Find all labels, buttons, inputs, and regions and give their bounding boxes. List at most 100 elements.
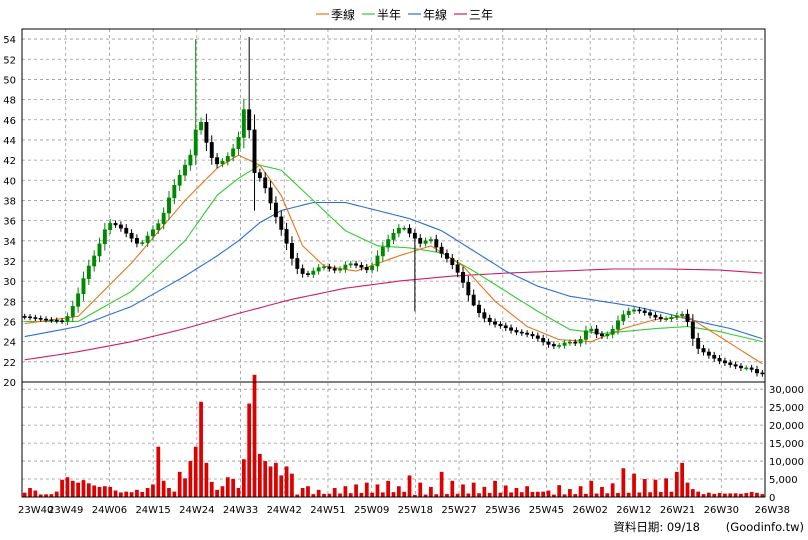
candle-body [733,364,738,367]
volume-tick-label: 20,000 [769,421,804,432]
price-tick-label: 28 [3,297,16,308]
candle-body [680,313,685,316]
price-tick-label: 24 [3,338,16,349]
candle-body [439,246,444,254]
candle-body [530,334,535,337]
candle-body [605,334,610,337]
candle-body [231,148,236,157]
volume-bar [477,493,481,497]
candle-body [637,309,642,312]
candle-body [498,323,503,327]
price-tick-label: 22 [3,358,16,369]
price-tick-label: 30 [3,277,16,288]
price-tick-label: 26 [3,317,16,328]
volume-bar [113,490,118,497]
candle-body [412,232,417,239]
source-credit: (Goodinfo.tw) [726,520,804,534]
price-tick-label: 38 [3,196,16,207]
volume-tick-label: 10,000 [769,457,804,468]
volume-bar [578,486,583,497]
candle-body [268,187,273,204]
volume-bar [375,484,380,497]
volume-tick-label: 25,000 [769,403,804,414]
candle-body [461,272,465,283]
candle-body [423,240,428,244]
volume-bar [231,479,236,497]
price-tick-label: 50 [3,75,16,86]
volume-bar [402,491,407,497]
candle-body [65,316,70,322]
volume-bar [589,480,594,497]
legend-label-year: 年線 [423,7,447,22]
candle-body [546,341,551,345]
candle-body [755,369,759,374]
candle-body [712,354,717,359]
volume-bar [44,494,48,497]
candle-body [70,306,75,317]
candle-body [322,266,326,269]
volume-bar [65,477,70,497]
volume-bar [621,468,626,497]
volume-bar [434,494,439,497]
candle-body [722,360,727,364]
candle-body [247,109,252,131]
candle-body [396,227,401,234]
candle-body [717,357,722,362]
volume-bar [295,494,300,497]
candle-body [263,177,268,189]
volume-bar [306,486,310,497]
candle-body [380,246,385,257]
candle-body [648,312,653,316]
volume-bar [664,478,668,497]
candle-body [749,367,754,370]
volume-bar [257,453,262,497]
candle-body [129,232,134,239]
candle-body [583,330,588,340]
data-date: 資料日期: 09/18 [613,520,700,534]
volume-bar [642,479,647,497]
grid [21,29,766,498]
volume-bar [717,493,722,497]
volume-bar [263,461,268,497]
volume-bar [81,480,86,497]
candle-body [311,270,316,275]
candle-body [450,258,455,266]
ma-half-line [24,164,763,343]
candle-body [514,330,519,333]
candle-body [610,329,615,335]
volume-bar [541,491,546,497]
volume-bar [535,491,540,497]
candle-body [444,253,449,259]
x-tick-label: 26W21 [660,505,695,516]
volume-bar [407,475,412,497]
x-tick-label: 25W45 [529,505,564,516]
candle-body [199,121,204,131]
candle-body [594,328,599,335]
volume-bar [76,482,80,497]
candle-body [407,227,412,234]
volume-bar [653,479,658,497]
volume-bar [188,461,193,497]
candle-body [241,109,246,138]
volume-bar [445,494,449,497]
candle-body [493,321,498,325]
candle-body [113,223,118,226]
volume-bar [279,475,284,497]
candle-body [332,268,337,271]
volume-bar [594,493,599,497]
volume-bar [391,492,396,497]
volume-tick-label: 0 [769,493,775,504]
candle-body [44,318,49,321]
price-tick-label: 34 [3,237,16,248]
volume-bar [290,473,294,497]
candle-body [428,239,433,242]
candle-body [562,342,567,346]
candle-body [236,137,241,150]
candle-body [156,223,161,231]
volume-bar [632,473,636,497]
candle-body [151,229,155,237]
price-tick-label: 48 [3,96,16,107]
candle-body [252,129,257,174]
candle-body [220,161,225,165]
volume-bar [241,459,246,497]
